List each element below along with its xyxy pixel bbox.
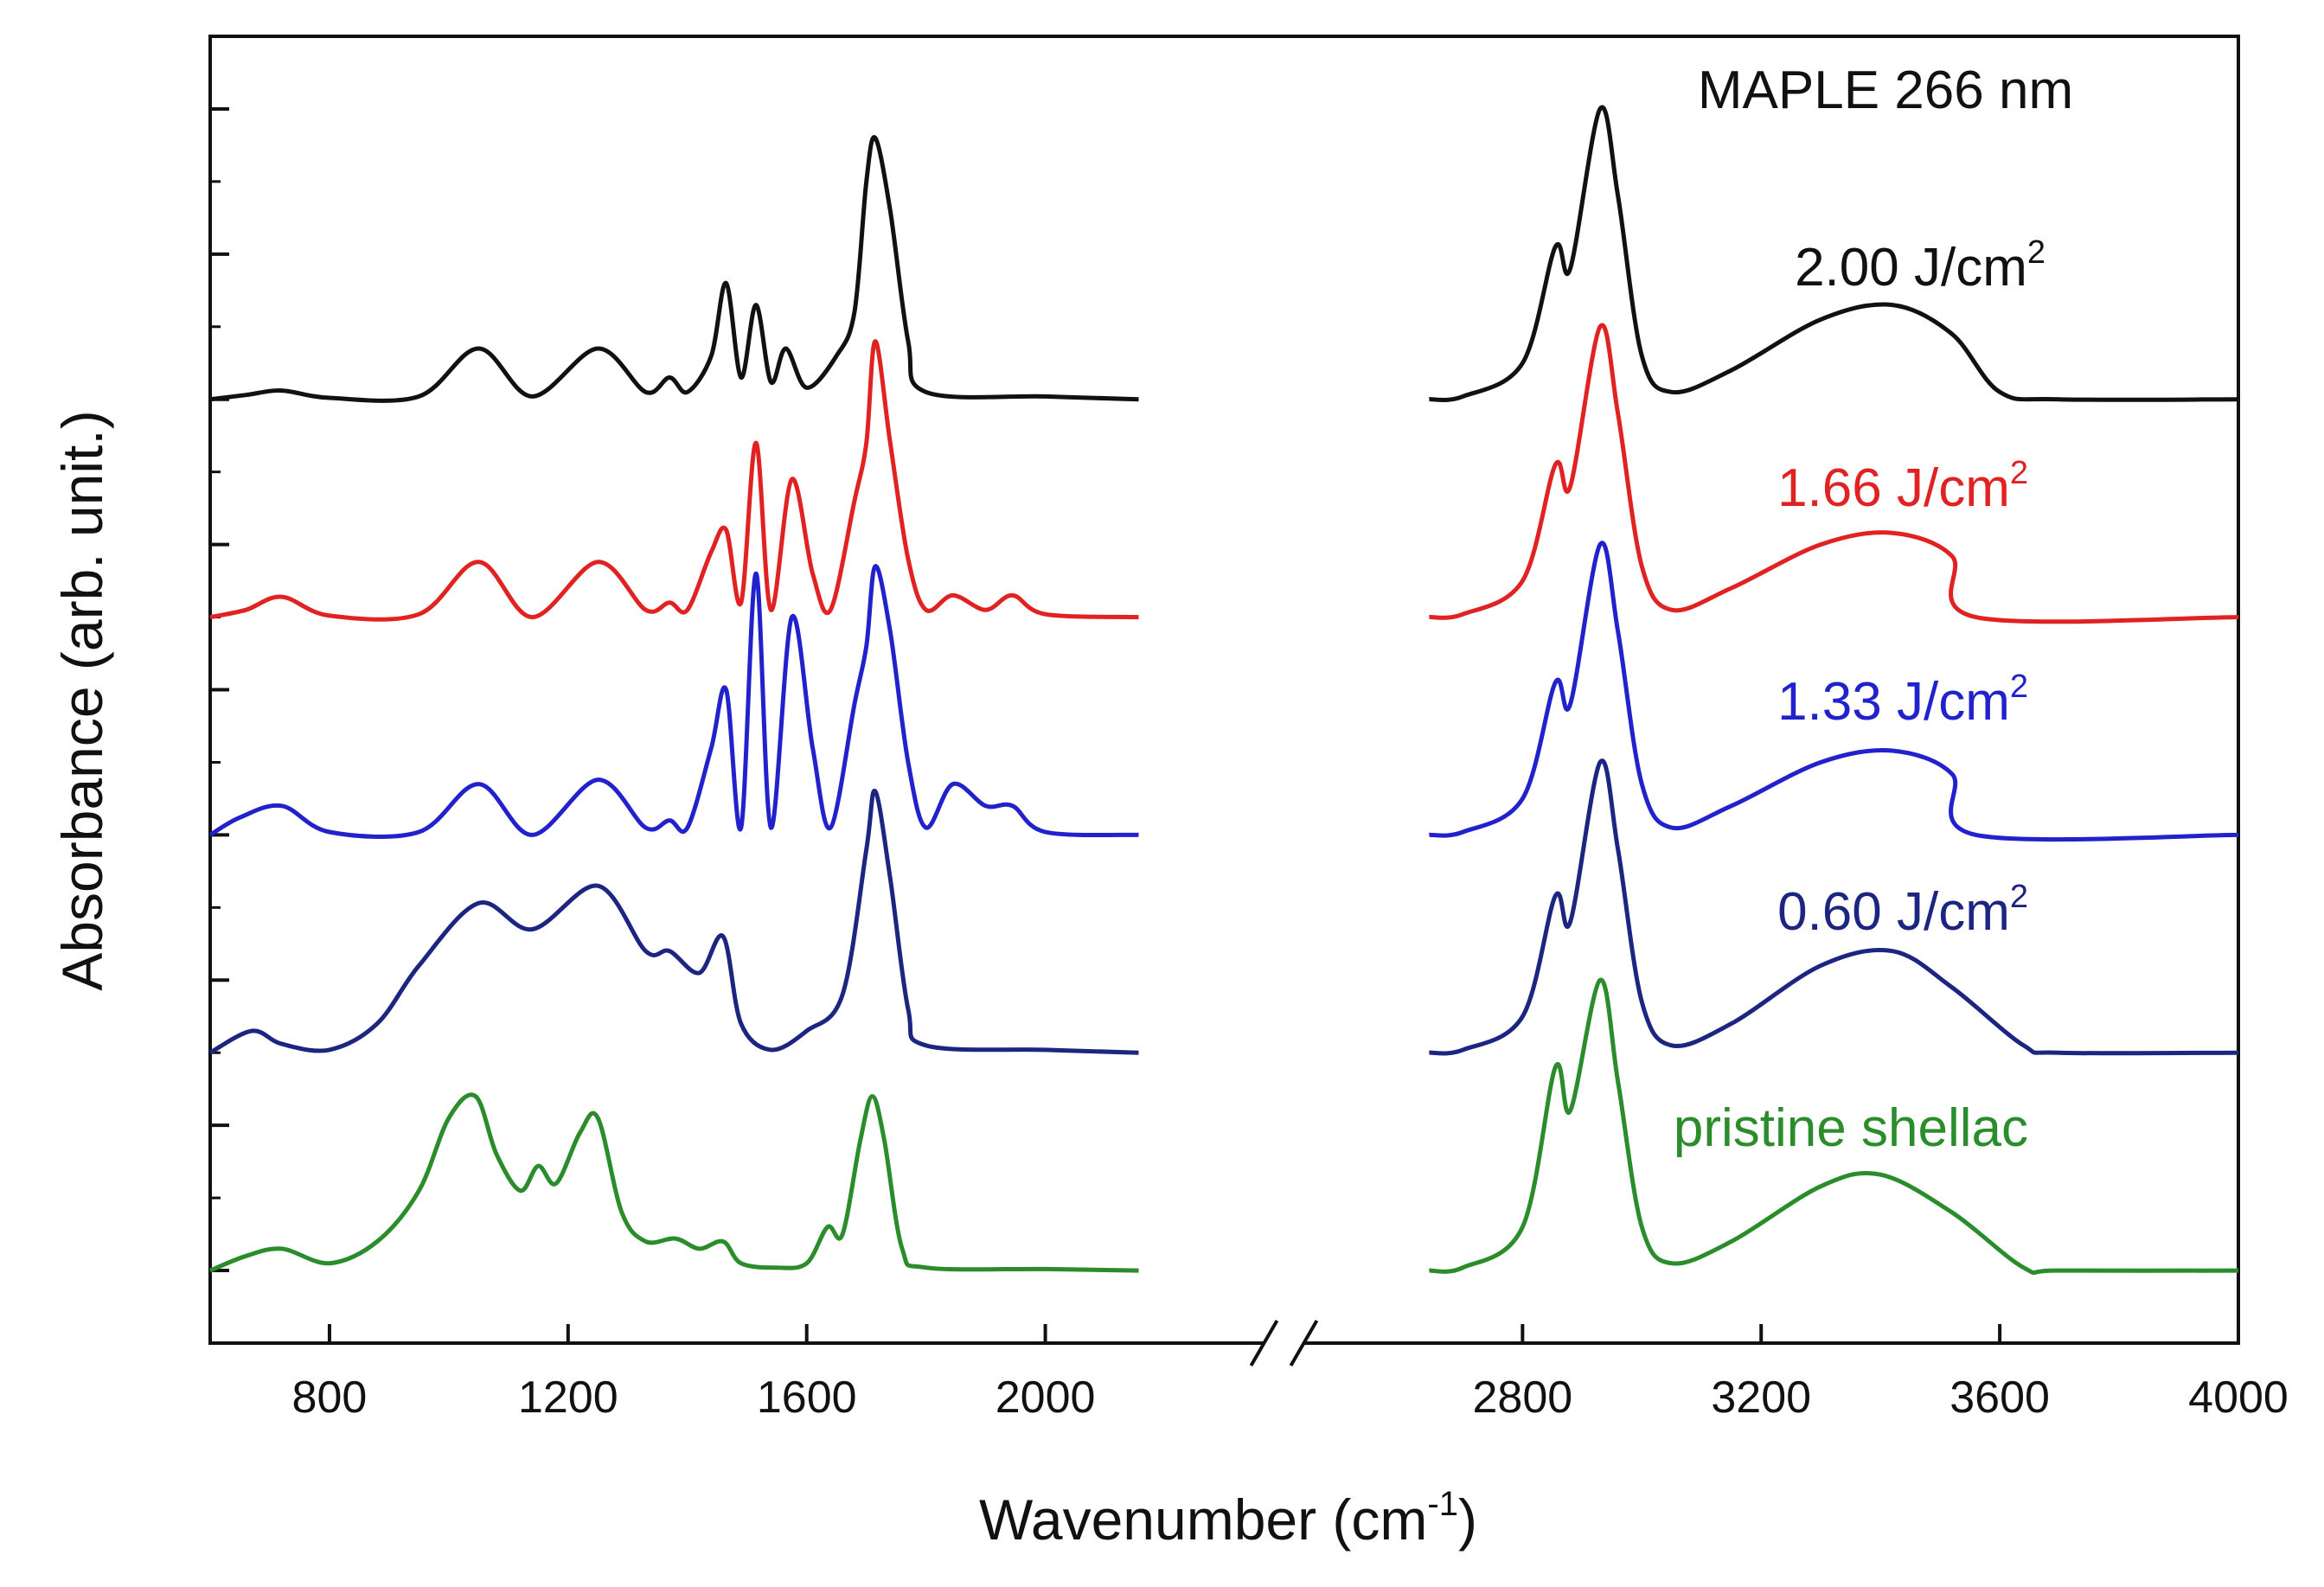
x-tick-label: 2000: [996, 1373, 1096, 1423]
series-label: 1.33 J/cm2: [1777, 669, 2028, 732]
y-axis-label: Absorbance (arb. unit.): [50, 410, 114, 990]
spectrum-line-low: [209, 135, 1139, 403]
chart-title: MAPLE 266 nm: [1698, 61, 2073, 120]
x-tick-label: 3600: [1949, 1373, 2050, 1423]
x-tick-label: 800: [292, 1373, 368, 1423]
spectrum-line-low: [208, 789, 1139, 1055]
spectrum-line-low: [209, 339, 1139, 622]
series-label: 0.60 J/cm2: [1777, 879, 2028, 942]
spectrum-line-high: [1429, 758, 2239, 1056]
x-tick-label: 4000: [2188, 1373, 2289, 1423]
axes: 800 1200 1600 2000 2800 3200 3600 4000: [208, 35, 2289, 1423]
spectrum-line-high: [1429, 977, 2239, 1276]
spectrum-line-low: [208, 564, 1139, 839]
spectrum-line-high: [1429, 105, 2239, 402]
x-axis-label: Wavenumber (cm-1): [979, 1485, 1477, 1552]
spectra-series: [208, 105, 2239, 1276]
spectrum-line-high: [1429, 323, 2239, 624]
axis-break-mark-left: [1249, 1320, 1279, 1366]
spectrum-line-high: [1429, 541, 2239, 842]
axis-break-mark-right: [1289, 1320, 1319, 1366]
x-tick-label: 1600: [757, 1373, 857, 1423]
series-label: 2.00 J/cm2: [1795, 234, 2046, 298]
series-labels: 2.00 J/cm2 1.66 J/cm2 1.33 J/cm2 0.60 J/cm2…: [1674, 234, 2046, 1158]
x-tick-label: 2800: [1473, 1373, 1573, 1423]
series-label: 1.66 J/cm2: [1777, 455, 2028, 518]
x-tick-label: 3200: [1711, 1373, 1811, 1423]
axis-break-gap: [1264, 1338, 1303, 1348]
series-label: pristine shellac: [1674, 1098, 2028, 1158]
spectrum-line-low: [209, 1092, 1139, 1273]
x-tick-label: 1200: [518, 1373, 618, 1423]
